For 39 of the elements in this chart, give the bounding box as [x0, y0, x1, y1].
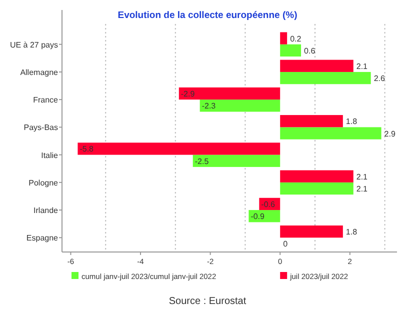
y-tick-label: Irlande — [34, 206, 59, 216]
bar — [280, 115, 343, 128]
bar — [192, 154, 280, 167]
y-tick-label: Pologne — [28, 178, 59, 188]
bar — [78, 142, 280, 155]
bar — [280, 170, 354, 182]
y-tick-label: Espagne — [26, 234, 59, 243]
y-tick-label: Pays-Bas — [24, 123, 58, 132]
data-label: -2.3 — [202, 102, 216, 111]
data-label: -2.5 — [194, 156, 210, 166]
data-label: 1.8 — [346, 228, 358, 237]
bar — [280, 182, 354, 195]
data-label: 1.8 — [346, 117, 358, 126]
bar — [200, 100, 280, 112]
chart-title: Evolution de la collecte européenne (%) — [118, 10, 298, 21]
bar — [280, 127, 382, 140]
data-label: 2.9 — [384, 129, 396, 138]
bar — [280, 44, 302, 57]
data-label: -0.6 — [261, 200, 276, 209]
bar — [280, 72, 371, 84]
y-tick-label: Italie — [41, 150, 59, 160]
data-label: 2.1 — [356, 172, 368, 182]
data-label: -0.9 — [250, 212, 266, 222]
data-label: 0.6 — [304, 46, 316, 56]
data-label: 2.1 — [356, 62, 368, 71]
data-label: 0.2 — [290, 34, 302, 44]
bar — [280, 32, 288, 44]
y-tick-label: France — [33, 96, 59, 105]
bar — [280, 60, 354, 72]
y-tick-label: UE à 27 pays — [10, 40, 58, 50]
data-label: 2.6 — [374, 74, 386, 84]
data-label: -2.9 — [180, 90, 196, 99]
data-label: 0 — [283, 240, 288, 249]
bar — [280, 225, 343, 238]
bar — [178, 87, 280, 100]
source-note: Source : Eurostat — [168, 296, 246, 307]
data-label: 2.1 — [356, 184, 368, 194]
data-label: -5.8 — [80, 144, 94, 154]
y-tick-label: Allemagne — [20, 68, 59, 77]
